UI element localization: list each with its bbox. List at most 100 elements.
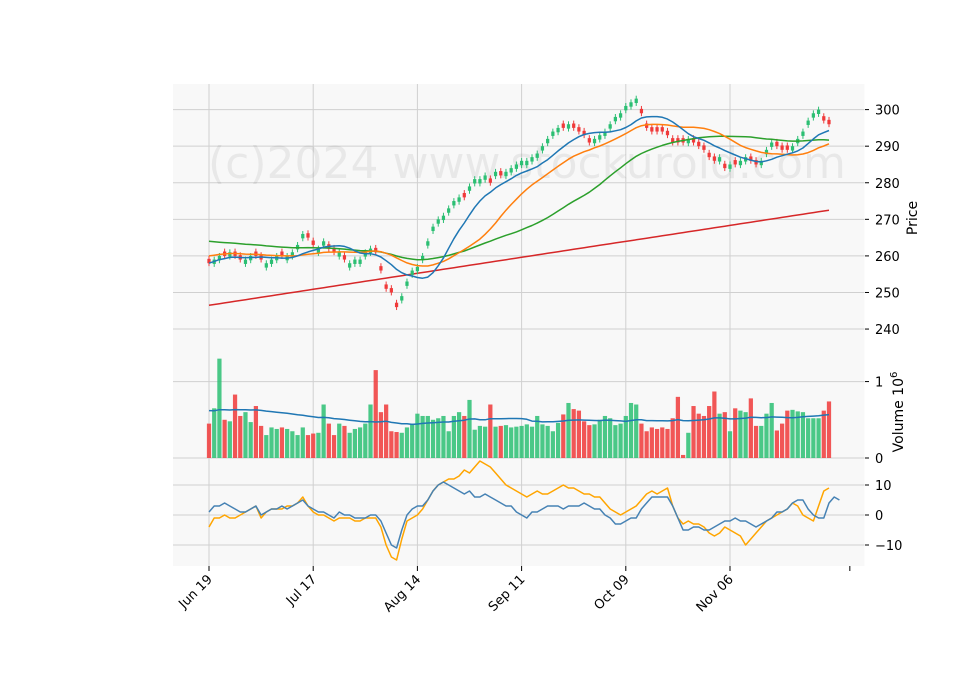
candle-body <box>353 259 357 264</box>
volume-bar <box>576 410 582 458</box>
candle-body <box>441 215 446 221</box>
volume-bar <box>727 431 733 458</box>
volume-bar <box>660 427 665 458</box>
volume-bar <box>357 427 363 458</box>
volume-bar <box>602 415 608 458</box>
osc-tick-label: −10 <box>875 539 902 554</box>
volume-bar <box>326 423 331 458</box>
volume-bar <box>519 425 524 458</box>
candle-body <box>811 113 815 118</box>
candle-body <box>634 98 638 104</box>
candle-body <box>629 102 633 107</box>
candle-body <box>311 240 315 245</box>
volume-bar <box>654 428 660 458</box>
candle-body <box>410 270 414 275</box>
candle-body <box>801 131 805 136</box>
price-tick-label: 280 <box>875 177 900 192</box>
volume-bar <box>368 404 373 458</box>
volume-bar <box>363 423 368 458</box>
x-tick-label: Aug 14 <box>381 572 424 615</box>
volume-bar <box>285 428 290 458</box>
candle-body <box>723 163 727 169</box>
volume-bar <box>404 427 410 458</box>
volume-bar <box>352 428 357 458</box>
candle-body <box>514 164 519 169</box>
candle-body <box>702 145 706 150</box>
panel-price-bg <box>173 84 865 351</box>
volume-bar <box>477 425 483 458</box>
candle-body <box>348 263 352 268</box>
candle-body <box>264 263 268 268</box>
volume-bar <box>733 408 738 458</box>
candle-body <box>452 201 456 206</box>
volume-bar <box>337 423 342 458</box>
volume-bar <box>701 415 707 458</box>
candle-body <box>243 259 248 264</box>
ma-200-line <box>208 209 830 307</box>
candle-body <box>618 113 623 118</box>
volume-bar <box>227 421 232 458</box>
volume-bar <box>509 427 514 458</box>
price-tick-label: 300 <box>875 104 900 119</box>
candle-body <box>379 266 383 271</box>
candle-body <box>759 160 763 166</box>
candle-body <box>671 138 675 143</box>
volume-bar <box>300 427 305 458</box>
volume-bar <box>618 423 623 458</box>
volume-bar <box>712 391 717 458</box>
candle-body <box>775 141 779 147</box>
volume-bar <box>628 402 634 458</box>
candle-body <box>420 255 425 261</box>
candle-body <box>733 160 737 165</box>
volume-bar <box>675 396 681 458</box>
volume-bar <box>248 422 253 458</box>
osc-signal-line <box>208 460 830 561</box>
volume-bar <box>269 427 274 458</box>
volume-bar <box>222 419 227 458</box>
volume-tick-label: 1 <box>875 376 883 391</box>
volume-bar <box>384 404 389 458</box>
volume-bar <box>472 429 477 458</box>
candle-body <box>660 127 664 132</box>
volume-bar <box>462 415 467 458</box>
candle-body <box>613 116 617 122</box>
volume-bar <box>550 431 555 458</box>
candle-body <box>306 233 310 238</box>
volume-bar <box>790 409 795 458</box>
volume-bar <box>264 435 269 458</box>
candle-body <box>384 284 388 289</box>
volume-bar <box>258 425 264 458</box>
volume-bar <box>779 423 785 458</box>
volume-bar <box>274 428 279 458</box>
volume-bar <box>608 418 613 458</box>
volume-bar <box>436 418 441 458</box>
price-tick-label: 240 <box>875 323 900 338</box>
volume-axis-title: Volume 106 <box>889 372 907 453</box>
volume-bar <box>305 435 311 458</box>
volume-bar <box>446 431 451 458</box>
osc-tick-label: 10 <box>875 479 892 494</box>
volume-bar <box>535 415 540 458</box>
volume-bar <box>769 402 774 458</box>
volume-bar <box>493 426 498 458</box>
volume-bar <box>410 423 415 458</box>
candle-body <box>493 171 498 177</box>
candle-body <box>447 208 451 213</box>
volume-bar <box>571 409 576 458</box>
candle-body <box>322 241 326 246</box>
ma-short-line <box>208 115 830 279</box>
volume-bar <box>555 422 561 458</box>
candle-body <box>697 141 701 147</box>
volume-bar <box>566 402 571 458</box>
candle-body <box>389 288 393 293</box>
volume-bar <box>311 433 316 458</box>
volume-bar <box>347 432 352 458</box>
volume-bar <box>764 413 769 458</box>
volume-bar <box>206 423 212 458</box>
volume-bar <box>795 411 800 458</box>
candle-body <box>426 241 430 246</box>
candle-body <box>665 130 670 136</box>
price-tick-label: 290 <box>875 140 900 155</box>
volume-bar <box>680 454 686 458</box>
volume-bar <box>425 415 430 458</box>
